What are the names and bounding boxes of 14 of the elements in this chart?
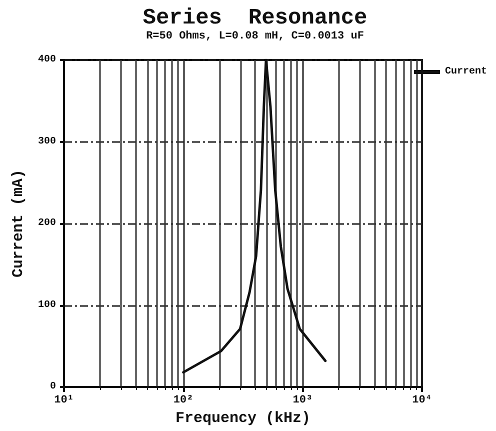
y-tick-label: 200 bbox=[38, 218, 56, 229]
chart-subtitle: R=50 Ohms, L=0.08 mH, C=0.0013 uF bbox=[146, 30, 364, 42]
x-axis-title: Frequency (kHz) bbox=[175, 410, 311, 427]
legend-label: Current bbox=[444, 66, 488, 78]
x-tick-label: 10² bbox=[173, 394, 194, 406]
y-tick-label: 400 bbox=[38, 54, 56, 66]
y-axis-title: Current (mA) bbox=[10, 169, 27, 278]
chart-title: Series Resonance bbox=[142, 6, 368, 30]
x-tick-label: 10³ bbox=[292, 394, 313, 406]
x-tick-label: 10⁴ bbox=[412, 394, 432, 406]
y-tick-label: 300 bbox=[38, 136, 56, 148]
y-tick-label: 0 bbox=[50, 382, 56, 392]
x-tick-label: 10¹ bbox=[54, 394, 74, 406]
y-tick-label: 100 bbox=[38, 300, 56, 311]
